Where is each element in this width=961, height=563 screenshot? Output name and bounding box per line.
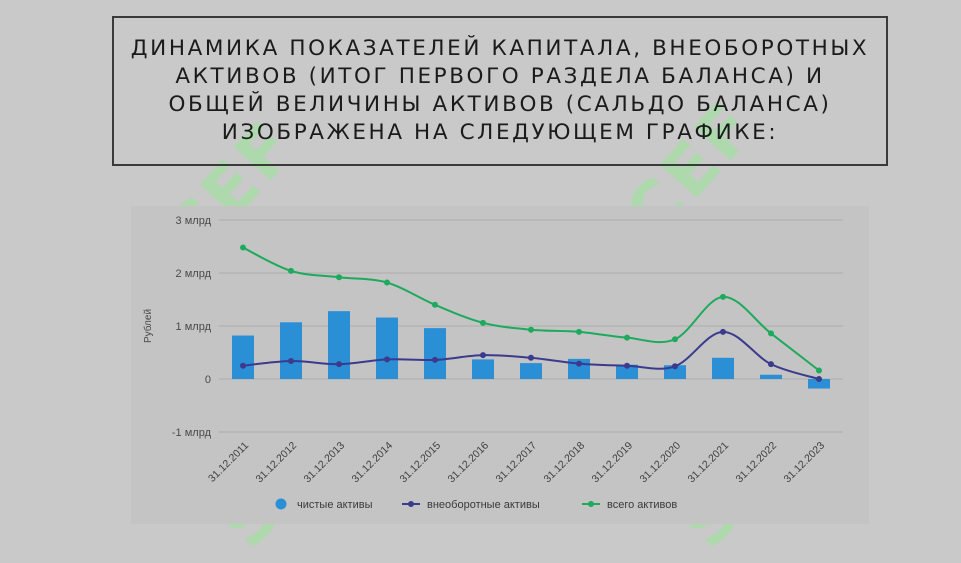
x-tick-label: 31.12.2023 [781,440,827,486]
point-всего активов [480,319,486,326]
bar-чистые активы [424,328,446,379]
legend-marker [408,501,414,507]
combo-chart: 3 млрд 2 млрд 1 млрд 0 -1 млрд Рублей 31.12.20… [142,215,843,511]
y-tick-label: -1 млрд [172,427,212,439]
bar-чистые активы [520,363,542,379]
slide-title-box: Динамика показателей капитала, внеоборот… [112,16,888,166]
point-всего активов [288,267,294,274]
bar-чистые активы [472,359,494,379]
legend-marker [588,501,594,507]
point-всего активов [576,328,582,335]
y-tick-label: 0 [205,374,211,386]
point-всего активов [672,336,678,343]
point-внеоборотные активы [288,357,294,364]
point-внеоборотные активы [816,376,822,382]
point-всего активов [624,334,630,341]
chart-panel: 3 млрд 2 млрд 1 млрд 0 -1 млрд Рублей 31.12.20… [131,206,869,524]
x-tick-label: 31.12.2016 [445,440,491,486]
x-tick-label: 31.12.2014 [349,440,395,486]
y-tick-label: 3 млрд [176,215,212,227]
point-всего активов [336,274,342,281]
point-внеоборотные активы [768,361,774,368]
legend-label: чистые активы [297,499,373,511]
x-tick-label: 31.12.2012 [253,440,299,486]
x-tick-label: 31.12.2018 [541,440,587,486]
point-внеоборотные активы [384,356,390,363]
point-всего активов [240,244,246,251]
bar-чистые активы [232,335,254,379]
legend-label: внеоборотные активы [427,499,540,511]
x-tick-label: 31.12.2021 [685,440,731,486]
point-внеоборотные активы [576,360,582,367]
bar-чистые активы [760,374,782,379]
point-всего активов [720,293,726,300]
x-tick-label: 31.12.2015 [397,440,443,486]
point-всего активов [432,301,438,308]
bar-чистые активы [712,357,734,379]
point-внеоборотные активы [528,354,534,361]
point-всего активов [816,367,822,374]
y-tick-label: 2 млрд [176,268,212,280]
point-внеоборотные активы [432,356,438,363]
point-внеоборотные активы [240,362,246,369]
point-внеоборотные активы [480,352,486,359]
point-всего активов [768,330,774,337]
bar-чистые активы [616,364,638,379]
x-tick-label: 31.12.2017 [493,440,539,486]
x-tick-label: 31.12.2011 [206,440,251,485]
x-tick-label: 31.12.2020 [637,440,683,486]
point-внеоборотные активы [624,362,630,369]
y-tick-label: 1 млрд [176,321,212,333]
point-всего активов [384,279,390,286]
point-внеоборотные активы [336,361,342,368]
bar-чистые активы [376,317,398,379]
point-всего активов [528,326,534,333]
y-axis-label: Рублей [142,309,154,343]
legend-label: всего активов [607,499,677,511]
bar-чистые активы [280,322,302,379]
legend-marker [275,498,287,510]
x-tick-label: 31.12.2022 [733,440,779,486]
bar-чистые активы [808,379,830,389]
slide-title: Динамика показателей капитала, внеоборот… [130,36,870,145]
point-внеоборотные активы [720,328,726,335]
x-tick-label: 31.12.2019 [589,440,635,486]
bar-чистые активы [328,311,350,379]
x-tick-label: 31.12.2013 [301,440,347,486]
point-внеоборотные активы [672,363,678,370]
